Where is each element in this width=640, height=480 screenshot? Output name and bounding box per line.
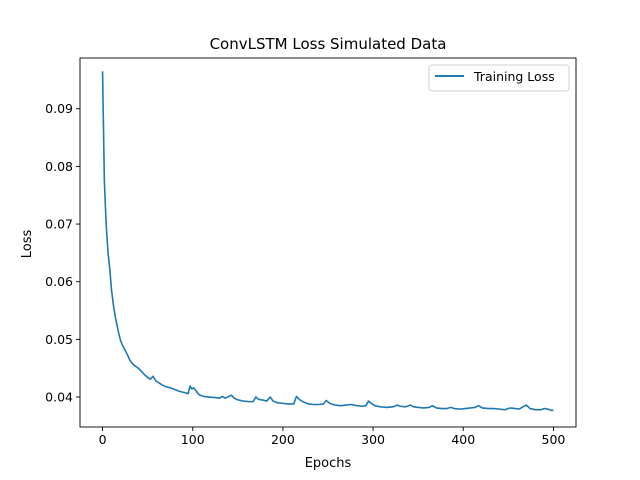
plot-frame — [79, 57, 577, 428]
y-axis: 0.04 0.05 0.06 0.07 0.08 0.09 — [45, 101, 80, 405]
series-line-training-loss — [101, 71, 554, 412]
x-tick-label: 400 — [451, 432, 475, 447]
y-tick-label: 0.04 — [45, 390, 73, 405]
y-tick-label: 0.07 — [45, 217, 73, 232]
x-tick-label: 100 — [181, 432, 205, 447]
x-tick-label: 200 — [271, 432, 295, 447]
x-tick-label: 300 — [361, 432, 385, 447]
chart-title: ConvLSTM Loss Simulated Data — [210, 35, 447, 53]
legend-label-training-loss: Training Loss — [473, 69, 555, 84]
x-axis-label: Epochs — [305, 456, 352, 471]
x-axis: 0 100 200 300 400 500 — [99, 427, 566, 447]
y-tick-label: 0.05 — [45, 332, 73, 347]
plot-area — [79, 57, 577, 428]
y-tick-label: 0.09 — [45, 101, 73, 116]
x-tick-label: 500 — [542, 432, 566, 447]
legend-box — [428, 64, 570, 92]
legend: Training Loss — [428, 64, 570, 92]
y-tick-label: 0.06 — [45, 274, 73, 289]
x-tick-label: 0 — [99, 432, 107, 447]
y-tick-label: 0.08 — [45, 159, 73, 174]
y-axis-label: Loss — [20, 230, 35, 259]
